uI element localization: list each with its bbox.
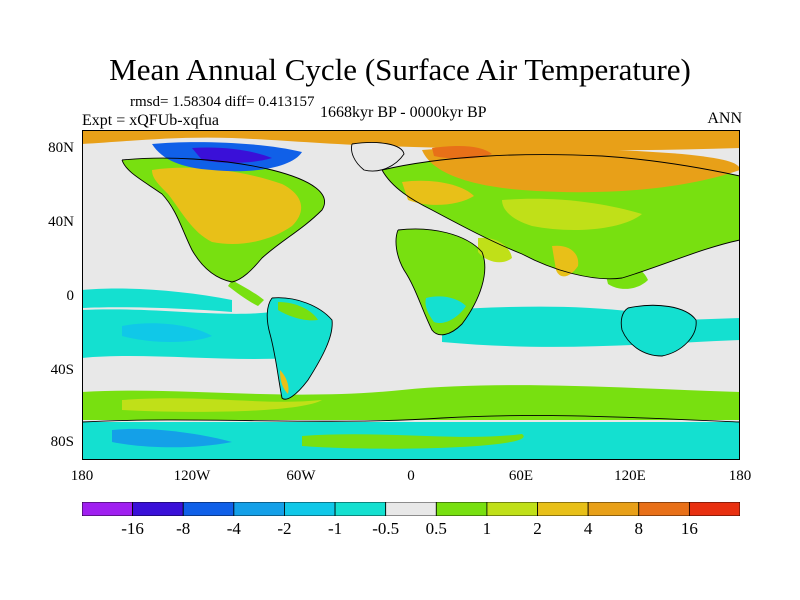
colorbar-segment (182, 502, 235, 516)
south-america-south (280, 370, 289, 394)
colorbar-segment (82, 502, 134, 516)
colorbar-label: 1 (482, 519, 492, 538)
arctic-top-strip (82, 130, 740, 151)
lat-tick-label: 80S (50, 434, 74, 450)
central-asia-yellow (502, 198, 642, 230)
period-label: 1668kyr BP - 0000kyr BP (320, 104, 487, 121)
south-america-land (267, 297, 333, 400)
colorbar-label: 8 (634, 519, 644, 538)
temperature-anomaly-map (82, 130, 740, 460)
experiment-label: Expt = xQFUb-xqfua (82, 112, 220, 129)
africa-south-cyan (425, 296, 466, 324)
colorbar-label: -8 (176, 519, 191, 538)
colorbar-segment (486, 502, 538, 516)
antarctica-green-patch (302, 434, 524, 449)
colorbar-segment (233, 502, 285, 516)
map-title: Mean Annual Cycle (Surface Air Temperatu… (109, 52, 691, 87)
siberia-orange (422, 147, 740, 193)
colorbar-label: 0.5 (425, 519, 447, 538)
australia (621, 305, 697, 356)
siberia-red (432, 146, 492, 159)
colorbar-segment (435, 502, 488, 516)
lon-tick-label: 120E (614, 468, 646, 484)
colorbar-label: 2 (533, 519, 542, 538)
colorbar (82, 502, 740, 516)
lon-tick-label: 0 (407, 468, 415, 484)
colorbar-label: 16 (680, 519, 698, 538)
colorbar-segment (688, 502, 740, 516)
colorbar-label: -16 (121, 519, 144, 538)
colorbar-segment (587, 502, 640, 516)
lon-tick-label: 60W (286, 468, 316, 484)
map-border (82, 130, 740, 460)
colorbar-label: -0.5 (372, 519, 400, 538)
colorbar-label: -2 (277, 519, 292, 538)
season-label: ANN (707, 110, 742, 127)
colorbar-segment (638, 502, 690, 516)
lon-tick-label: 180 (70, 468, 94, 484)
colorbar-label: -4 (226, 519, 241, 538)
colorbar-segment (537, 502, 589, 516)
greenland (351, 142, 404, 172)
europe-yellow (402, 180, 474, 205)
south-america-green (278, 302, 318, 321)
colorbar-label: 4 (583, 519, 593, 538)
colorbar-segment (385, 502, 437, 516)
lon-tick-label: 120W (173, 468, 211, 484)
lat-tick-label: 40N (48, 214, 74, 230)
pacific-cyan-patch (122, 323, 212, 342)
colorbar-label: -1 (327, 519, 343, 538)
lon-tick-label: 60E (508, 468, 534, 484)
lat-tick-label: 40S (50, 362, 74, 378)
southern-warm-band (82, 385, 740, 420)
north-america-orange (152, 167, 302, 245)
se-asia (602, 259, 648, 289)
tropical-pacific-cyan (82, 288, 232, 312)
southern-warm-band-inner (122, 398, 322, 412)
lon-tick-label: 180 (728, 468, 752, 484)
arabia (478, 237, 512, 263)
colorbar-segment (334, 502, 387, 516)
colorbar-segment (132, 502, 184, 516)
stats-text: rmsd= 1.58304 diff= 0.413157 (130, 94, 315, 110)
lat-tick-label: 0 (66, 288, 75, 304)
india (552, 245, 579, 277)
coastlines (82, 142, 740, 423)
canada-arctic-darkblue (192, 147, 272, 163)
colorbar-segment (284, 502, 336, 516)
lat-tick-label: 80N (48, 140, 74, 156)
antarctica-blue-patch (112, 428, 232, 448)
central-america (228, 280, 264, 306)
